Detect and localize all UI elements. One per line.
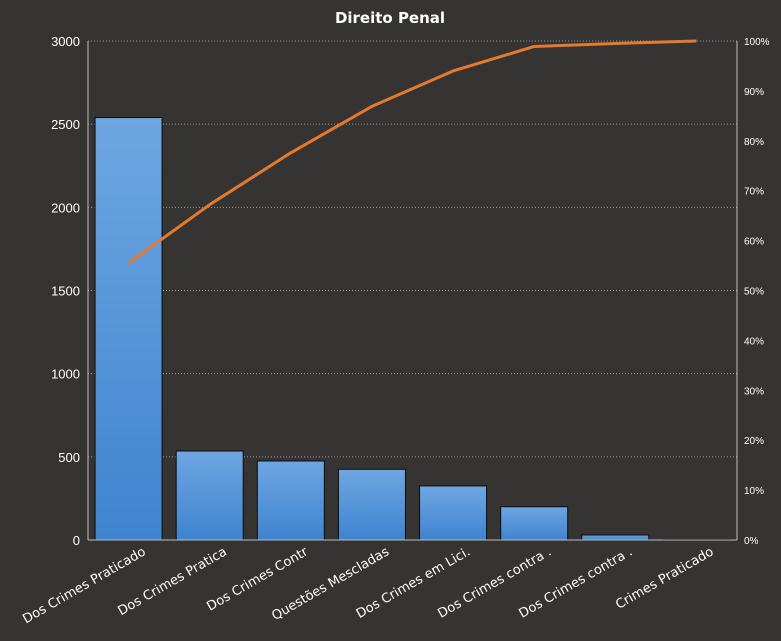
y-tick-label: 0 <box>73 533 80 548</box>
bar <box>337 468 406 541</box>
y-tick-label: 2500 <box>51 117 80 132</box>
y-tick-label: 2000 <box>51 200 80 215</box>
axes <box>87 41 738 541</box>
y2-tick-label: 30% <box>744 386 764 397</box>
y2-tick-label: 90% <box>744 87 764 98</box>
bar-series <box>94 117 731 541</box>
y2-tick-label: 70% <box>744 187 764 198</box>
bar <box>256 460 325 541</box>
y2-tick-label: 100% <box>744 37 770 48</box>
y-tick-label: 3000 <box>51 34 80 49</box>
y2-tick-label: 10% <box>744 486 764 497</box>
secondary-y-axis-tick-labels: 0% 10% 20% 30% 40% 50% 60% 70% 80% 90% 100% <box>744 37 770 547</box>
y-axis-tick-labels: 0 500 1000 1500 2000 2500 3000 <box>51 34 80 548</box>
y2-tick-label: 60% <box>744 237 764 248</box>
bar <box>500 506 569 541</box>
bar <box>94 117 163 541</box>
y-tick-label: 1000 <box>51 367 80 382</box>
gridlines <box>88 40 737 458</box>
y2-tick-label: 0% <box>744 536 759 547</box>
y2-tick-label: 80% <box>744 137 764 148</box>
y2-tick-label: 20% <box>744 436 764 447</box>
chart-title: Direito Penal <box>335 9 445 27</box>
y-tick-label: 500 <box>58 450 80 465</box>
cumulative-line-series <box>127 39 697 265</box>
y2-tick-label: 40% <box>744 336 764 347</box>
bar <box>581 534 650 541</box>
y2-tick-label: 50% <box>744 287 764 298</box>
cumulative-line <box>127 39 697 265</box>
y-tick-label: 1500 <box>51 284 80 299</box>
bar <box>419 485 488 541</box>
bar <box>175 450 244 541</box>
